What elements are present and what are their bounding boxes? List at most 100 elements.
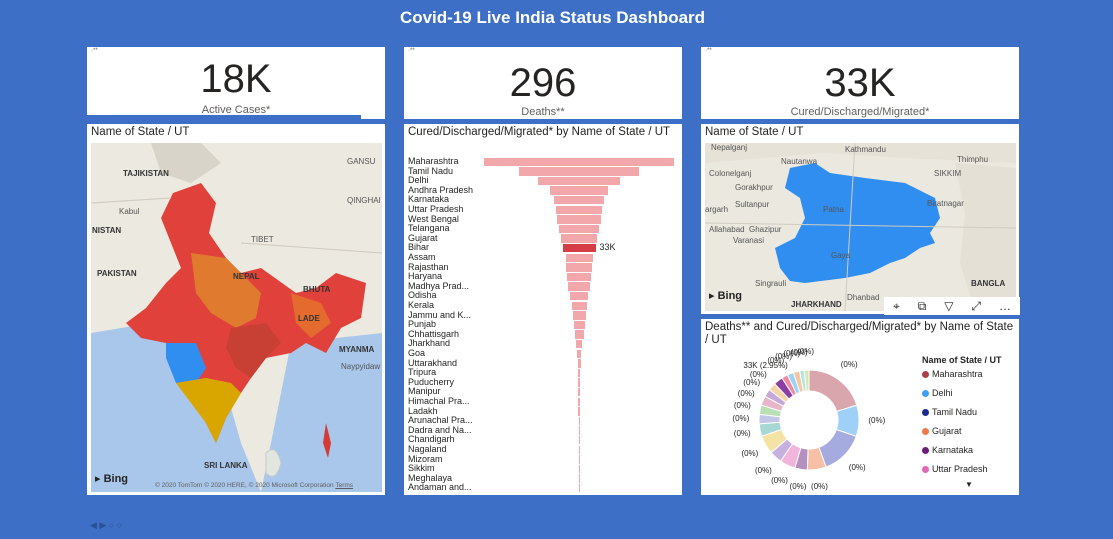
bar[interactable]: [568, 282, 590, 291]
bar[interactable]: [578, 378, 580, 387]
bar-row[interactable]: Dadra and Na...: [404, 425, 682, 436]
bar-row[interactable]: West Bengal: [404, 214, 682, 225]
bar-row[interactable]: Puducherry: [404, 377, 682, 388]
bar[interactable]: [484, 157, 674, 167]
bar-row[interactable]: Goa: [404, 348, 682, 359]
legend-item[interactable]: Tamil Nadu: [922, 407, 977, 417]
bihar-map[interactable]: Nepalganj Nautanwa Kathmandu Thimphu Col…: [705, 143, 1016, 311]
bar[interactable]: [571, 301, 587, 311]
india-map[interactable]: TAJIKISTAN GANSU Kabul NISTAN QINGHAI TI…: [91, 143, 382, 492]
focus-mode-icon[interactable]: ⤢: [971, 298, 982, 313]
bar-row[interactable]: Delhi: [404, 175, 682, 186]
bar-row[interactable]: Sikkim: [404, 463, 682, 474]
bar-row[interactable]: Ladakh: [404, 406, 682, 417]
bar[interactable]: [578, 455, 580, 464]
bar-row[interactable]: Rajasthan: [404, 262, 682, 273]
bar-row[interactable]: Uttarakhand: [404, 358, 682, 369]
legend-item[interactable]: Gujarat: [922, 426, 962, 436]
bar[interactable]: [570, 291, 588, 301]
bar[interactable]: [557, 215, 601, 224]
bar[interactable]: [565, 253, 593, 263]
kpi-label: Active Cases*: [201, 104, 271, 116]
donut-chart[interactable]: [701, 345, 916, 495]
bar-row[interactable]: Andhra Pradesh: [404, 184, 682, 196]
deaths-cured-donut-visual[interactable]: Deaths** and Cured/Discharged/Migrated* …: [701, 319, 1019, 495]
bar[interactable]: [561, 234, 597, 243]
bar-row[interactable]: Andaman and...: [404, 482, 682, 493]
legend-item[interactable]: Delhi: [922, 388, 953, 398]
bar[interactable]: [577, 349, 581, 359]
bar[interactable]: [578, 426, 580, 435]
bar-category-label: Andhra Pradesh: [408, 184, 474, 195]
bar[interactable]: [572, 311, 586, 320]
india-map-visual[interactable]: Name of State / UT TAJIKISTAN GANSU Kabu…: [87, 124, 385, 495]
bar-row[interactable]: Uttar Pradesh: [404, 204, 682, 215]
state-map-visual[interactable]: Name of State / UT Nepalganj Nautanwa Ka…: [701, 124, 1019, 314]
bar-row[interactable]: Jharkhand: [404, 338, 682, 349]
bar[interactable]: [538, 176, 620, 186]
kpi-card-deaths[interactable]: ·** 296 Deaths**: [404, 47, 682, 119]
bar[interactable]: [559, 224, 599, 234]
bar-row[interactable]: Tripura: [404, 367, 682, 378]
bar[interactable]: [578, 416, 580, 426]
cured-bar-chart-visual[interactable]: Cured/Discharged/Migrated* by Name of St…: [404, 124, 682, 495]
bar[interactable]: [550, 186, 608, 195]
donut-slice[interactable]: [808, 369, 858, 413]
bar[interactable]: [562, 243, 596, 253]
legend-item[interactable]: Uttar Pradesh: [922, 464, 988, 474]
bar-row[interactable]: Meghalaya: [404, 473, 682, 484]
bar[interactable]: [554, 195, 604, 205]
bar-row[interactable]: Chandigarh: [404, 434, 682, 445]
bar[interactable]: [519, 167, 639, 176]
donut-slice[interactable]: [803, 369, 810, 392]
bar-row[interactable]: Gujarat: [404, 233, 682, 244]
bar-row[interactable]: Haryana: [404, 271, 682, 282]
bar-row[interactable]: Himachal Pra...: [404, 396, 682, 407]
legend-item[interactable]: Karnataka: [922, 445, 973, 455]
more-options-icon[interactable]: …: [998, 299, 1011, 313]
bar-row[interactable]: Assam: [404, 252, 682, 263]
bar[interactable]: [578, 397, 580, 407]
legend-item[interactable]: Maharashtra: [922, 369, 983, 379]
bar[interactable]: [574, 330, 584, 339]
bar-row[interactable]: Kerala: [404, 300, 682, 311]
bar-row[interactable]: Jammu and K...: [404, 310, 682, 321]
bar[interactable]: [567, 272, 591, 282]
bar-row[interactable]: Nagaland: [404, 444, 682, 455]
bar[interactable]: [578, 387, 580, 397]
bar[interactable]: [578, 464, 580, 474]
kpi-card-active-cases[interactable]: ·** 18K Active Cases*: [87, 47, 385, 119]
bar-row[interactable]: Madhya Prad...: [404, 281, 682, 292]
map-label: TIBET: [251, 235, 274, 244]
bar[interactable]: [578, 407, 580, 416]
bar-row[interactable]: Telangana: [404, 223, 682, 234]
bar-row[interactable]: Maharashtra: [404, 156, 682, 167]
bar[interactable]: [556, 205, 602, 215]
terms-link[interactable]: Terms: [335, 482, 354, 489]
bar-row[interactable]: Manipur: [404, 386, 682, 397]
bar[interactable]: [577, 368, 581, 378]
filter-icon[interactable]: ▽: [944, 299, 954, 313]
bar-row[interactable]: Tamil Nadu: [404, 166, 682, 177]
legend-scroll-down-icon[interactable]: ▼: [965, 480, 973, 489]
bar-row[interactable]: Chhattisgarh: [404, 329, 682, 340]
kpi-card-cured[interactable]: ·** 33K Cured/Discharged/Migrated*: [701, 47, 1019, 119]
map-label: Kabul: [119, 207, 140, 216]
bar[interactable]: [578, 474, 580, 483]
bar-row[interactable]: Punjab: [404, 319, 682, 330]
copy-icon[interactable]: ⧉: [917, 298, 927, 313]
bar[interactable]: [578, 435, 580, 445]
bar[interactable]: [578, 483, 580, 493]
bar-row[interactable]: Karnataka: [404, 194, 682, 205]
bar[interactable]: [576, 339, 582, 349]
bar-row[interactable]: Bihar 33K: [404, 242, 682, 253]
bar[interactable]: [566, 263, 592, 272]
pin-icon[interactable]: ⌖: [892, 298, 900, 313]
page-navigator[interactable]: ◀ ▶ ○ ○: [90, 520, 123, 530]
bar[interactable]: [577, 359, 581, 368]
bar-row[interactable]: Mizoram: [404, 454, 682, 465]
bar[interactable]: [578, 445, 580, 455]
bar[interactable]: [573, 320, 585, 330]
bar-row[interactable]: Odisha: [404, 290, 682, 301]
bar-row[interactable]: Arunachal Pra...: [404, 415, 682, 426]
